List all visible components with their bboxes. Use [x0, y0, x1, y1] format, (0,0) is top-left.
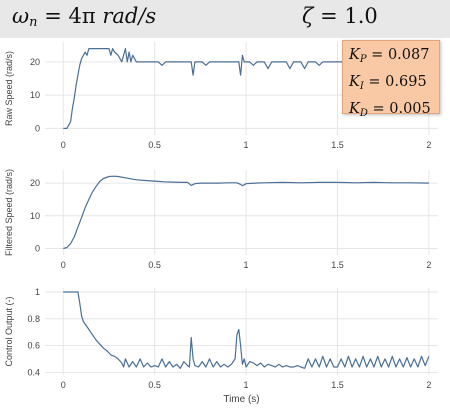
kd-line: KD = 0.005	[349, 98, 439, 125]
x-tick-label: 2	[426, 380, 431, 390]
kp-line: KP = 0.087	[349, 44, 439, 71]
omega-value: = 4π	[44, 4, 96, 28]
x-tick-label: 1.5	[331, 380, 344, 390]
x-tick-label: 1	[244, 260, 249, 270]
y-tick-label: 0.6	[27, 341, 40, 351]
y-tick-label: 10	[30, 211, 40, 221]
x-tick-label: 2	[426, 140, 431, 150]
y-tick-label: 0.8	[27, 314, 40, 324]
kp-subscript: P	[359, 54, 367, 65]
pid-gains-box: KP = 0.087 KI = 0.695 KD = 0.005	[342, 40, 440, 119]
x-tick-label: 1	[244, 380, 249, 390]
y-tick-label: 0	[35, 243, 40, 253]
damping-ratio-equation: ζ = 1.0	[302, 4, 378, 28]
series-line	[63, 175, 429, 250]
x-tick-label: 2	[426, 260, 431, 270]
header-band	[0, 0, 450, 38]
x-tick-label: 0.5	[148, 260, 161, 270]
natural-frequency-equation: ωn = 4π rad/s	[12, 4, 156, 30]
x-tick-label: 0.5	[148, 140, 161, 150]
kd-value: = 0.005	[367, 101, 431, 117]
zeta-value: = 1.0	[320, 4, 378, 28]
x-tick-label: 1.5	[331, 140, 344, 150]
x-axis-label: Time (s)	[223, 394, 259, 405]
y-tick-label: 20	[30, 178, 40, 188]
y-axis-label: Raw Speed (rad/s)	[4, 51, 14, 126]
ki-line: KI = 0.695	[349, 71, 439, 98]
y-tick-label: 0.4	[27, 367, 40, 377]
series-line	[63, 291, 430, 369]
x-tick-label: 0.5	[148, 380, 161, 390]
kd-subscript: D	[359, 108, 368, 119]
y-axis-label: Filtered Speed (rad/s)	[4, 169, 14, 256]
x-tick-label: 1.5	[331, 260, 344, 270]
y-axis-label: Control Output (-)	[4, 296, 14, 366]
y-tick-label: 10	[30, 90, 40, 100]
ki-value: = 0.695	[363, 74, 427, 90]
kp-value: = 0.087	[366, 47, 430, 63]
x-tick-label: 1	[244, 140, 249, 150]
omega-unit: rad/s	[102, 4, 157, 28]
omega-symbol: ω	[12, 4, 30, 28]
ki-symbol: K	[349, 74, 360, 90]
x-tick-label: 0	[61, 260, 66, 270]
kp-symbol: K	[349, 47, 360, 63]
y-tick-label: 0	[35, 123, 40, 133]
kd-symbol: K	[349, 101, 360, 117]
y-tick-label: 1	[35, 287, 40, 297]
y-tick-label: 20	[30, 57, 40, 67]
x-tick-label: 0	[61, 140, 66, 150]
ki-subscript: I	[359, 81, 364, 92]
x-tick-label: 0	[61, 380, 66, 390]
omega-subscript: n	[29, 15, 38, 30]
zeta-symbol: ζ	[302, 4, 314, 28]
